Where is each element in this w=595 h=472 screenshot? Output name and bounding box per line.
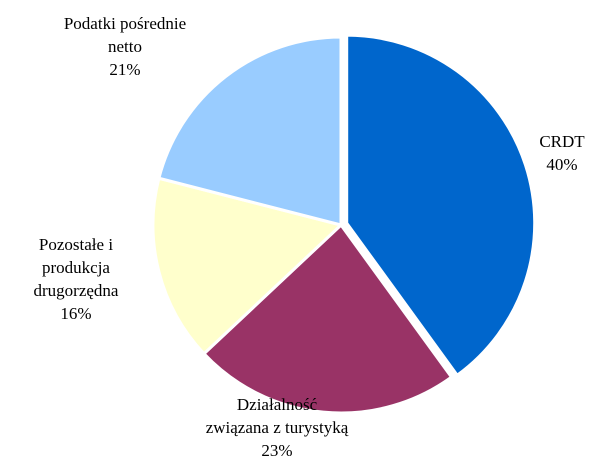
category-label: CRDT [539,132,585,151]
pie-slice [151,176,345,356]
pie-slice [201,222,454,415]
category-label: Działalność związana z turystyką [205,395,349,437]
category-label: Pozostałe i produkcja drugorzędna [33,235,119,300]
pie-slice [157,35,343,227]
value-label: 16% [60,304,92,323]
category-label: Podatki pośrednie netto [63,14,187,56]
slice-label: Pozostałe i produkcja drugorzędna 16% [34,233,119,325]
value-label: 23% [261,441,293,460]
pie-slice [345,33,537,378]
slice-label: Podatki pośrednie netto 21% [64,12,186,81]
slice-label: Działalność związana z turystyką 23% [206,393,349,462]
value-label: 21% [109,60,141,79]
slice-label: CRDT 40% [539,130,584,176]
value-label: 40% [546,155,578,174]
